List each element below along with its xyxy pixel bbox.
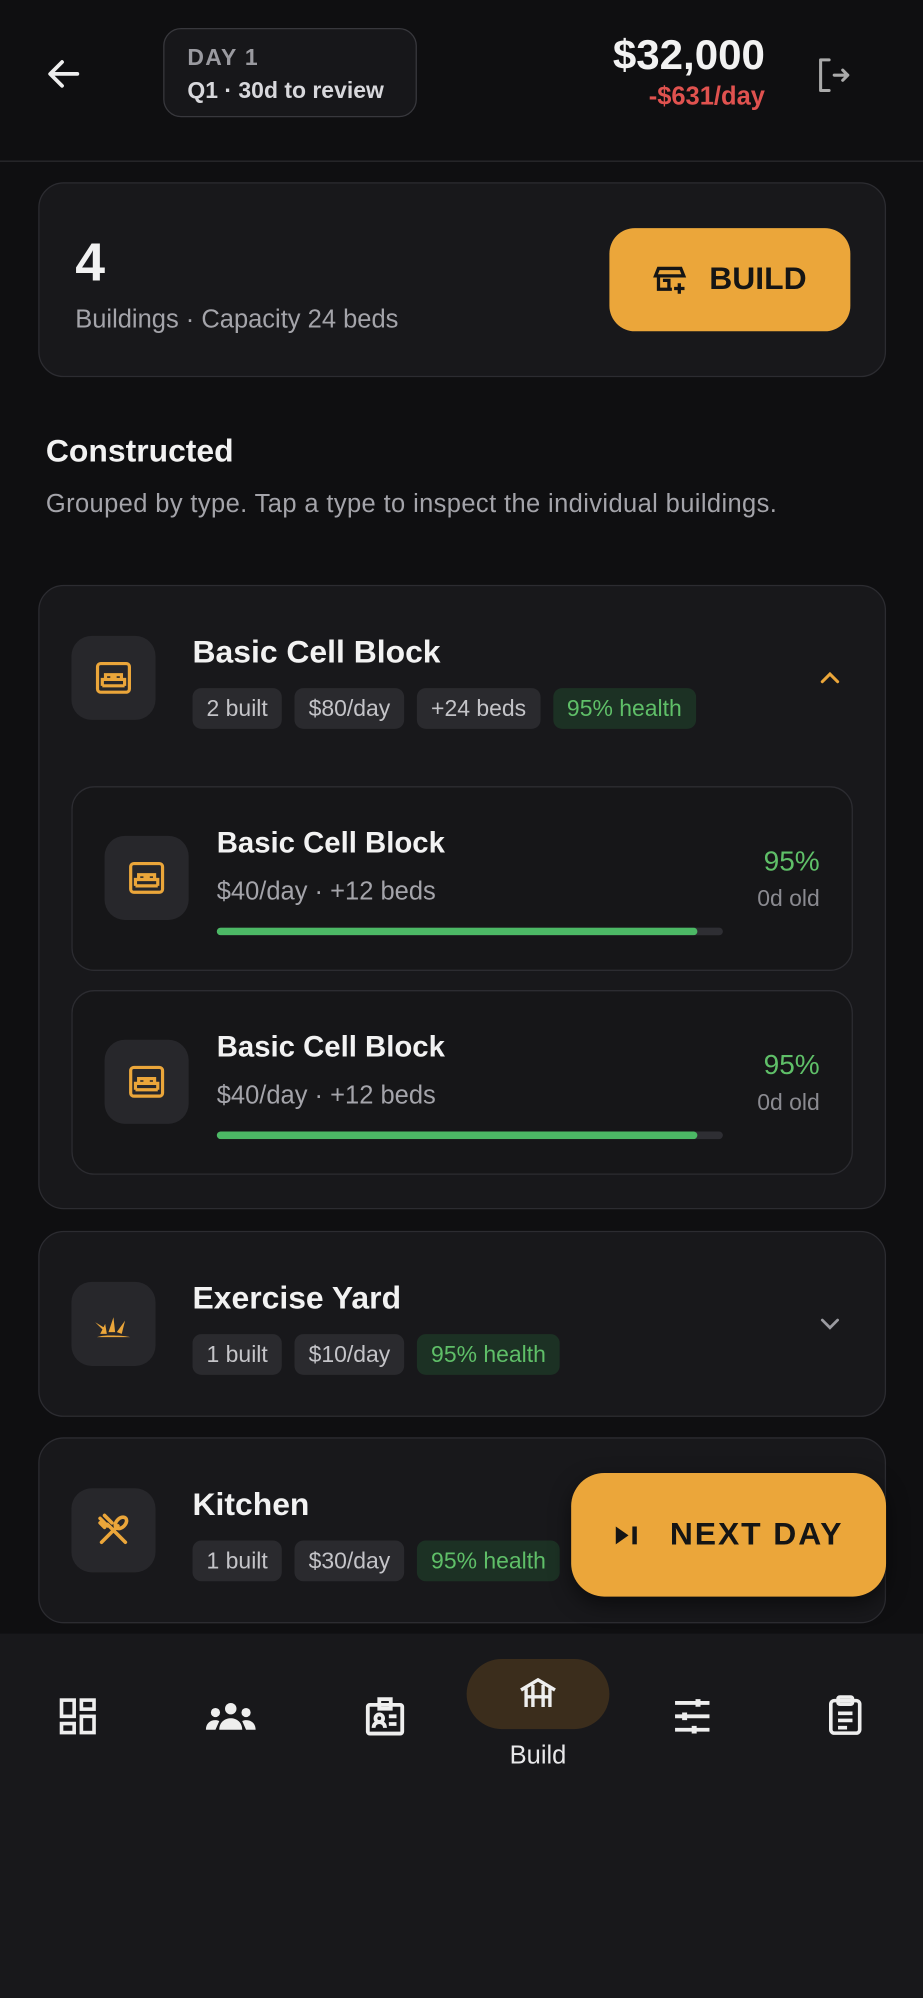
back-button[interactable] <box>43 54 84 95</box>
next-day-label: NEXT DAY <box>669 1516 844 1552</box>
money: $32,000 <box>612 30 765 78</box>
group-tags: 1 built $30/day 95% health <box>192 1540 573 1582</box>
nav-settings[interactable] <box>669 1693 715 1739</box>
item-icon <box>104 1039 189 1124</box>
nav-reports[interactable] <box>824 1691 867 1739</box>
chevron[interactable] <box>815 663 846 700</box>
section-subtitle: Grouped by type. Tap a type to inspect t… <box>45 490 778 519</box>
nav-build-label: Build <box>509 1741 567 1770</box>
summary-card: 4 Buildings · Capacity 24 beds BUILD <box>38 182 887 378</box>
bottom-nav: Build <box>0 1633 923 1998</box>
next-icon <box>616 1525 638 1544</box>
group-icon <box>71 635 156 720</box>
section-title: Constructed <box>45 433 234 469</box>
nav-staff[interactable] <box>362 1692 408 1740</box>
item-health: 95% <box>763 844 820 877</box>
next-day-button[interactable]: NEXT DAY <box>571 1472 887 1597</box>
tag: 2 built <box>192 688 282 729</box>
group-card[interactable]: Basic Cell Block 2 built $80/day +24 beds 95… <box>38 584 887 1210</box>
health-track <box>216 1131 723 1140</box>
chevron[interactable] <box>815 1309 846 1346</box>
nav-build-icon <box>520 1677 556 1708</box>
item-age: 0d old <box>757 1089 820 1115</box>
tag: +24 beds <box>417 688 541 729</box>
item-detail: $40/day · +12 beds <box>216 877 436 906</box>
group-card[interactable]: Exercise Yard 1 built $10/day 95% health <box>38 1230 887 1417</box>
group-tags: 2 built $80/day +24 beds 95% health <box>192 688 709 729</box>
health-tag: 95% health <box>417 1540 560 1582</box>
build-label: BUILD <box>709 261 807 297</box>
health-tag: 95% health <box>417 1334 560 1375</box>
health-bar <box>216 1131 698 1140</box>
tag: $10/day <box>294 1334 405 1375</box>
tag: $30/day <box>294 1540 405 1582</box>
capacity: Buildings · Capacity 24 beds <box>75 305 399 334</box>
building-count: 4 <box>75 231 105 292</box>
build-button[interactable]: BUILD <box>609 228 851 332</box>
burn: -$631/day <box>648 82 765 111</box>
item-icon <box>104 835 189 920</box>
divider <box>0 160 923 162</box>
item-health: 95% <box>763 1048 820 1081</box>
nav-inmates[interactable] <box>204 1697 258 1735</box>
health-tag: 95% health <box>552 688 696 729</box>
group-name: Kitchen <box>192 1486 310 1523</box>
day-box: DAY 1 Q1 · 30d to review <box>163 28 417 118</box>
group-icon <box>71 1281 156 1366</box>
quarter: Q1 · 30d to review <box>187 77 384 104</box>
group-name: Exercise Yard <box>192 1280 402 1317</box>
building-item[interactable]: Basic Cell Block $40/day · +12 beds 95% 0d … <box>71 786 853 971</box>
health-bar <box>216 927 698 936</box>
item-name: Basic Cell Block <box>216 825 445 859</box>
group-name: Basic Cell Block <box>192 634 441 671</box>
tag: $80/day <box>294 688 405 729</box>
logout-button[interactable] <box>812 55 853 96</box>
nav-dashboard[interactable] <box>56 1695 99 1738</box>
item-name: Basic Cell Block <box>216 1029 445 1063</box>
group-tags: 1 built $10/day 95% health <box>192 1334 573 1375</box>
health-track <box>216 927 723 936</box>
tag: 1 built <box>192 1334 282 1375</box>
day: DAY 1 <box>187 44 259 71</box>
building-item[interactable]: Basic Cell Block $40/day · +12 beds 95% 0d … <box>71 990 853 1175</box>
tag: 1 built <box>192 1540 282 1582</box>
group-icon <box>71 1488 156 1573</box>
nav-build-pill[interactable] <box>466 1659 610 1730</box>
build-icon <box>653 266 687 294</box>
item-age: 0d old <box>757 885 820 912</box>
item-detail: $40/day · +12 beds <box>216 1081 436 1110</box>
